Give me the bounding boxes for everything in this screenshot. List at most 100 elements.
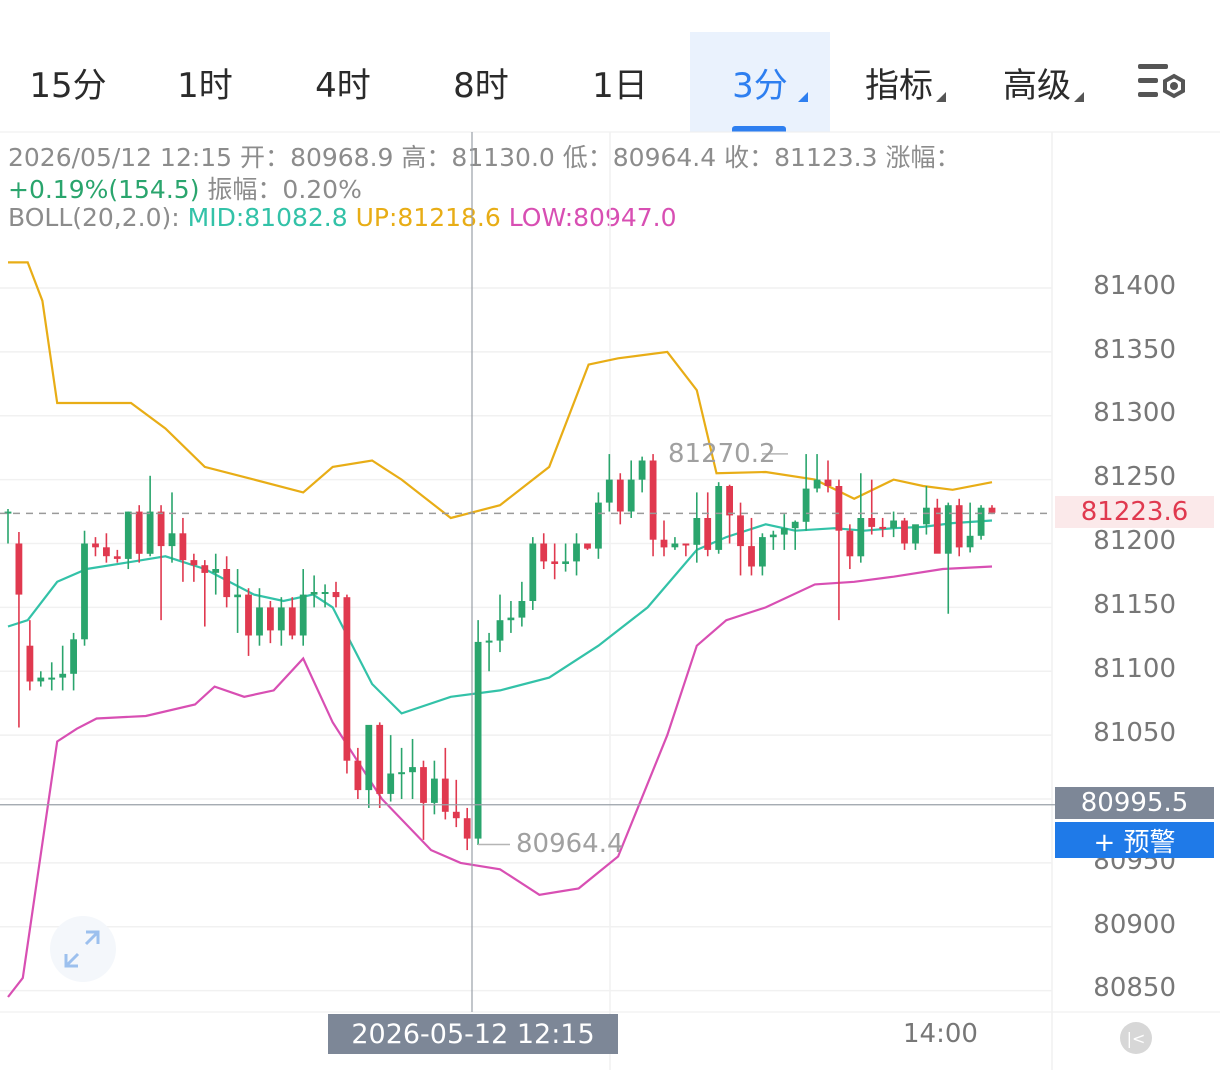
candle-body	[901, 520, 908, 544]
candle-body	[813, 479, 821, 489]
amplitude-label: 振幅：	[207, 175, 283, 204]
tab-advanced[interactable]: 高级	[968, 32, 1106, 132]
candle-body	[584, 543, 591, 549]
tab-1hour[interactable]: 1时	[177, 65, 233, 106]
candle-body	[354, 760, 362, 791]
tab-indicators[interactable]: 指标	[830, 32, 968, 132]
candle-body	[387, 773, 395, 794]
candle-body	[267, 607, 274, 631]
candle-body	[124, 511, 132, 559]
candle-body	[748, 546, 755, 567]
candle-body	[256, 607, 263, 636]
candle-body	[573, 543, 580, 562]
tab-1day[interactable]: 1日	[592, 65, 648, 106]
crosshair-time-tag: 2026-05-12 12:15	[328, 1014, 618, 1054]
boll-mid-value: MID:81082.8	[187, 203, 348, 232]
chart-settings-icon[interactable]	[1136, 60, 1190, 106]
scroll-to-latest-icon[interactable]: |<	[1120, 1022, 1152, 1054]
y-tick-label: 81200	[1093, 526, 1176, 556]
candle-body	[496, 620, 504, 641]
candle-body	[37, 677, 45, 682]
candle-body	[933, 507, 941, 554]
last-price-tag: 81223.6	[1055, 496, 1214, 528]
y-tick-label: 81100	[1093, 654, 1176, 684]
tab-4hour[interactable]: 4时	[315, 65, 371, 106]
candle-body	[824, 479, 832, 486]
timeframe-tabs: 15分 1时 4时 8时 1日 3分 指标 高级	[0, 0, 1220, 132]
candle-body	[857, 518, 865, 557]
open-value: 80968.9	[290, 143, 394, 172]
candle-body	[398, 772, 405, 775]
candle-body	[452, 811, 460, 819]
low-label: 低：	[562, 143, 613, 172]
candle-body	[802, 488, 810, 522]
candle-body	[518, 601, 526, 618]
change-label: 涨幅：	[885, 143, 961, 172]
candle-body	[715, 486, 723, 550]
y-tick-label: 81050	[1093, 718, 1176, 748]
candle-body	[190, 560, 198, 566]
dropdown-triangle-icon	[1074, 92, 1084, 102]
candle-body	[321, 592, 329, 594]
candle-body	[868, 518, 876, 527]
candle-body	[245, 594, 252, 636]
candle-body	[780, 528, 788, 535]
candle-body	[70, 639, 77, 674]
candle-date: 2026/05/12 12:15	[8, 143, 233, 172]
candle-body	[299, 594, 307, 636]
candle-body	[234, 594, 241, 598]
candle-body	[4, 511, 12, 514]
candle-body	[420, 767, 427, 803]
high-label: 高：	[401, 143, 452, 172]
candle-body	[146, 511, 154, 554]
candle-body	[627, 479, 635, 512]
y-tick-label: 80850	[1093, 973, 1176, 1003]
candle-body	[310, 592, 318, 595]
candle-body	[135, 511, 143, 554]
candle-body	[376, 724, 384, 794]
boll-info-line: BOLL(20,2.0): MID:81082.8 UP:81218.6 LOW…	[8, 203, 677, 232]
candle-body	[769, 534, 777, 538]
tab-3min[interactable]: 3分	[690, 32, 830, 132]
y-tick-label: 81400	[1093, 271, 1176, 301]
candle-body	[103, 547, 110, 557]
candle-body	[955, 505, 963, 548]
candle-body	[463, 818, 471, 839]
candle-body	[616, 479, 624, 512]
candle-body	[26, 645, 34, 682]
candle-body	[671, 543, 679, 548]
candle-body	[201, 565, 209, 573]
tab-15min[interactable]: 15分	[29, 65, 107, 106]
candle-body	[835, 486, 843, 531]
y-tick-label: 81350	[1093, 335, 1176, 365]
boll-label: BOLL(20,2.0):	[8, 203, 180, 232]
candle-body	[638, 460, 646, 480]
candle-body	[15, 543, 23, 595]
candle-body	[890, 520, 897, 529]
candle-body	[693, 518, 701, 545]
dropdown-triangle-icon	[798, 92, 808, 102]
y-tick-label: 80900	[1093, 910, 1176, 940]
candle-body	[212, 569, 220, 573]
candle-body	[846, 530, 854, 557]
candle-body	[660, 539, 668, 548]
candle-body	[48, 677, 56, 680]
candle-body	[649, 460, 657, 540]
candle-body	[726, 486, 733, 516]
change-value: +0.19%(154.5)	[8, 175, 200, 204]
candle-body	[179, 533, 187, 561]
fullscreen-expand-icon[interactable]	[50, 916, 116, 982]
boll-up-value: UP:81218.6	[355, 203, 501, 232]
min-price-marker: 80964.4	[516, 829, 624, 859]
candle-body	[113, 556, 121, 559]
candle-body	[605, 479, 613, 503]
tab-8hour[interactable]: 8时	[453, 65, 509, 106]
amplitude-value: 0.20%	[282, 175, 362, 204]
candle-body	[551, 561, 559, 564]
add-alert-button[interactable]: + 预警	[1055, 822, 1214, 858]
candle-body	[944, 505, 952, 554]
close-label: 收：	[724, 143, 775, 172]
candle-body	[343, 597, 351, 761]
candle-body	[409, 767, 416, 773]
x-tick-label: 14:00	[903, 1019, 978, 1049]
